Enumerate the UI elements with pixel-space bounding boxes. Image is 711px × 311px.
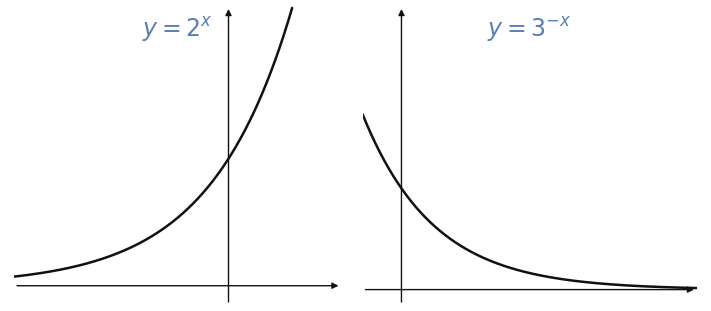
Text: $y = 3^{-x}$: $y = 3^{-x}$ xyxy=(487,15,572,44)
Text: $y = 2^x$: $y = 2^x$ xyxy=(142,15,213,44)
